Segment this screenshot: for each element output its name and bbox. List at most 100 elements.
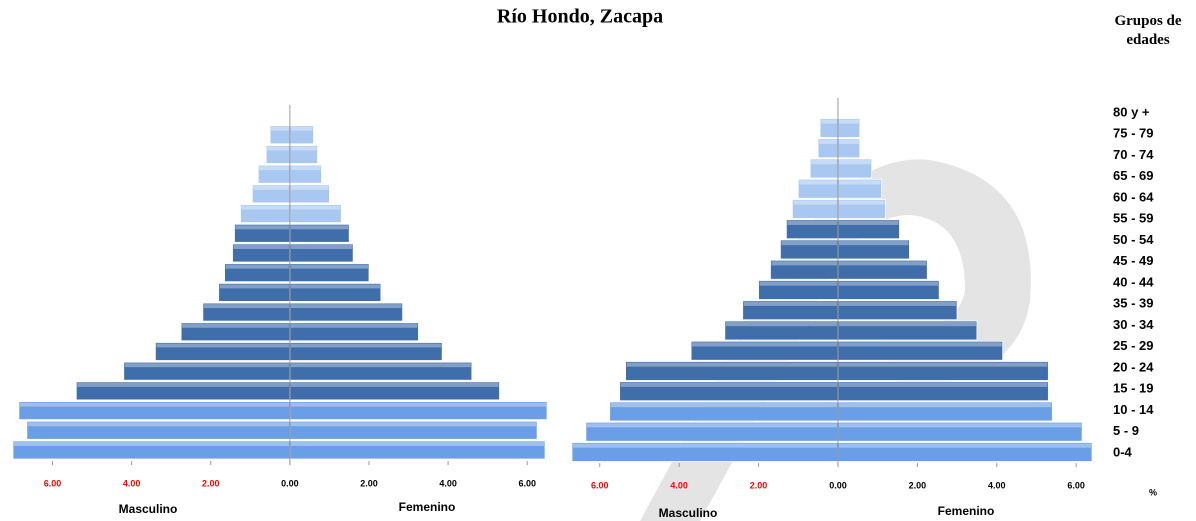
bar-highlight <box>203 304 289 309</box>
age-label: 10 - 14 <box>1113 402 1154 417</box>
x-tick-label: 2.00 <box>909 480 927 490</box>
bar-highlight <box>743 301 837 306</box>
age-label: 25 - 29 <box>1113 338 1153 353</box>
bar-highlight <box>771 261 837 266</box>
bar-highlight <box>838 382 1048 387</box>
bar-highlight <box>838 139 859 144</box>
bar-highlight <box>838 119 859 124</box>
bar-highlight <box>290 146 317 151</box>
age-label: 40 - 44 <box>1113 274 1154 289</box>
bar-highlight <box>290 205 341 210</box>
bar-highlight <box>838 220 899 225</box>
bar-highlight <box>290 363 471 368</box>
bar-highlight <box>290 225 349 230</box>
bar-highlight <box>838 160 871 165</box>
bar-highlight <box>19 402 289 407</box>
bar-highlight <box>586 423 837 428</box>
bar-highlight <box>290 185 329 190</box>
bar-highlight <box>290 402 546 407</box>
bar-highlight <box>759 281 837 286</box>
x-tick-label: 2.00 <box>202 478 220 488</box>
bar-highlight <box>290 264 368 269</box>
bar-highlight <box>27 422 289 427</box>
bar-highlight <box>838 281 939 286</box>
x-tick-label: 4.00 <box>670 480 688 490</box>
bar-highlight <box>838 322 976 327</box>
x-tick-label: 6.00 <box>591 480 609 490</box>
age-label: 45 - 49 <box>1113 253 1153 268</box>
bar-highlight <box>838 200 885 205</box>
bar-highlight <box>838 403 1052 408</box>
bar-highlight <box>290 304 402 309</box>
x-tick-label: 6.00 <box>44 478 62 488</box>
bar-highlight <box>692 342 837 347</box>
bar-highlight <box>290 442 545 446</box>
bar-highlight <box>235 225 289 230</box>
bar-highlight <box>838 301 957 306</box>
age-label: 80 y + <box>1113 104 1150 119</box>
age-label: 60 - 64 <box>1113 189 1154 204</box>
bar-highlight <box>799 180 837 185</box>
bar-highlight <box>241 205 289 210</box>
bar-highlight <box>290 382 499 387</box>
bar-highlight <box>124 363 289 368</box>
bar-highlight <box>13 442 289 446</box>
bar-highlight <box>156 343 289 348</box>
bar-highlight <box>290 422 537 427</box>
axis-label: Femenino <box>399 500 456 514</box>
bar-highlight <box>182 323 289 328</box>
bar-highlight <box>267 146 289 151</box>
x-tick-label: 2.00 <box>360 478 378 488</box>
bar-highlight <box>811 160 837 165</box>
bar-highlight <box>290 284 380 289</box>
x-tick-label: 6.00 <box>1067 480 1085 490</box>
age-label: 50 - 54 <box>1113 232 1154 247</box>
bar-highlight <box>219 284 289 289</box>
bar-highlight <box>259 166 289 171</box>
bar-highlight <box>290 245 353 249</box>
x-tick-label: 0.00 <box>281 478 299 488</box>
bar-highlight <box>233 245 289 249</box>
bar-highlight <box>290 166 321 171</box>
bar-highlight <box>838 180 881 185</box>
bar-highlight <box>838 342 1002 347</box>
age-label: 30 - 34 <box>1113 317 1154 332</box>
age-label: 20 - 24 <box>1113 359 1154 374</box>
bar-highlight <box>290 126 313 131</box>
bar-highlight <box>793 200 837 205</box>
bar-highlight <box>838 423 1082 428</box>
age-axis-title: Grupos de edades <box>1114 13 1181 48</box>
age-label: 5 - 9 <box>1113 423 1139 438</box>
bar-highlight <box>626 362 837 367</box>
x-tick-label: 6.00 <box>518 478 536 488</box>
age-label: 15 - 19 <box>1113 381 1153 396</box>
age-label: 0-4 <box>1113 444 1133 459</box>
bar-highlight <box>290 343 442 348</box>
age-label: 55 - 59 <box>1113 211 1153 226</box>
bar-highlight <box>838 241 909 246</box>
bar-highlight <box>620 382 837 387</box>
bar-highlight <box>253 185 289 190</box>
x-tick-label: 4.00 <box>439 478 457 488</box>
bar-highlight <box>781 241 837 246</box>
bar-highlight <box>838 362 1048 367</box>
bar-highlight <box>725 322 837 327</box>
axis-label: Masculino <box>119 502 178 516</box>
x-tick-label: 4.00 <box>123 478 141 488</box>
bar-highlight <box>838 443 1092 448</box>
axis-label: Masculino <box>659 506 718 520</box>
bar-highlight <box>819 139 837 144</box>
bar-highlight <box>77 382 289 387</box>
x-tick-label: 4.00 <box>988 480 1006 490</box>
unit-label: % <box>1149 487 1157 497</box>
bar-highlight <box>271 126 289 131</box>
chart-title: Río Hondo, Zacapa <box>497 6 663 28</box>
bar-highlight <box>572 443 837 448</box>
age-label: 75 - 79 <box>1113 126 1153 141</box>
bar-highlight <box>787 220 837 225</box>
bar-highlight <box>225 264 289 269</box>
bar-highlight <box>290 323 418 328</box>
bar-highlight <box>838 261 927 266</box>
axis-label: Femenino <box>938 504 995 518</box>
